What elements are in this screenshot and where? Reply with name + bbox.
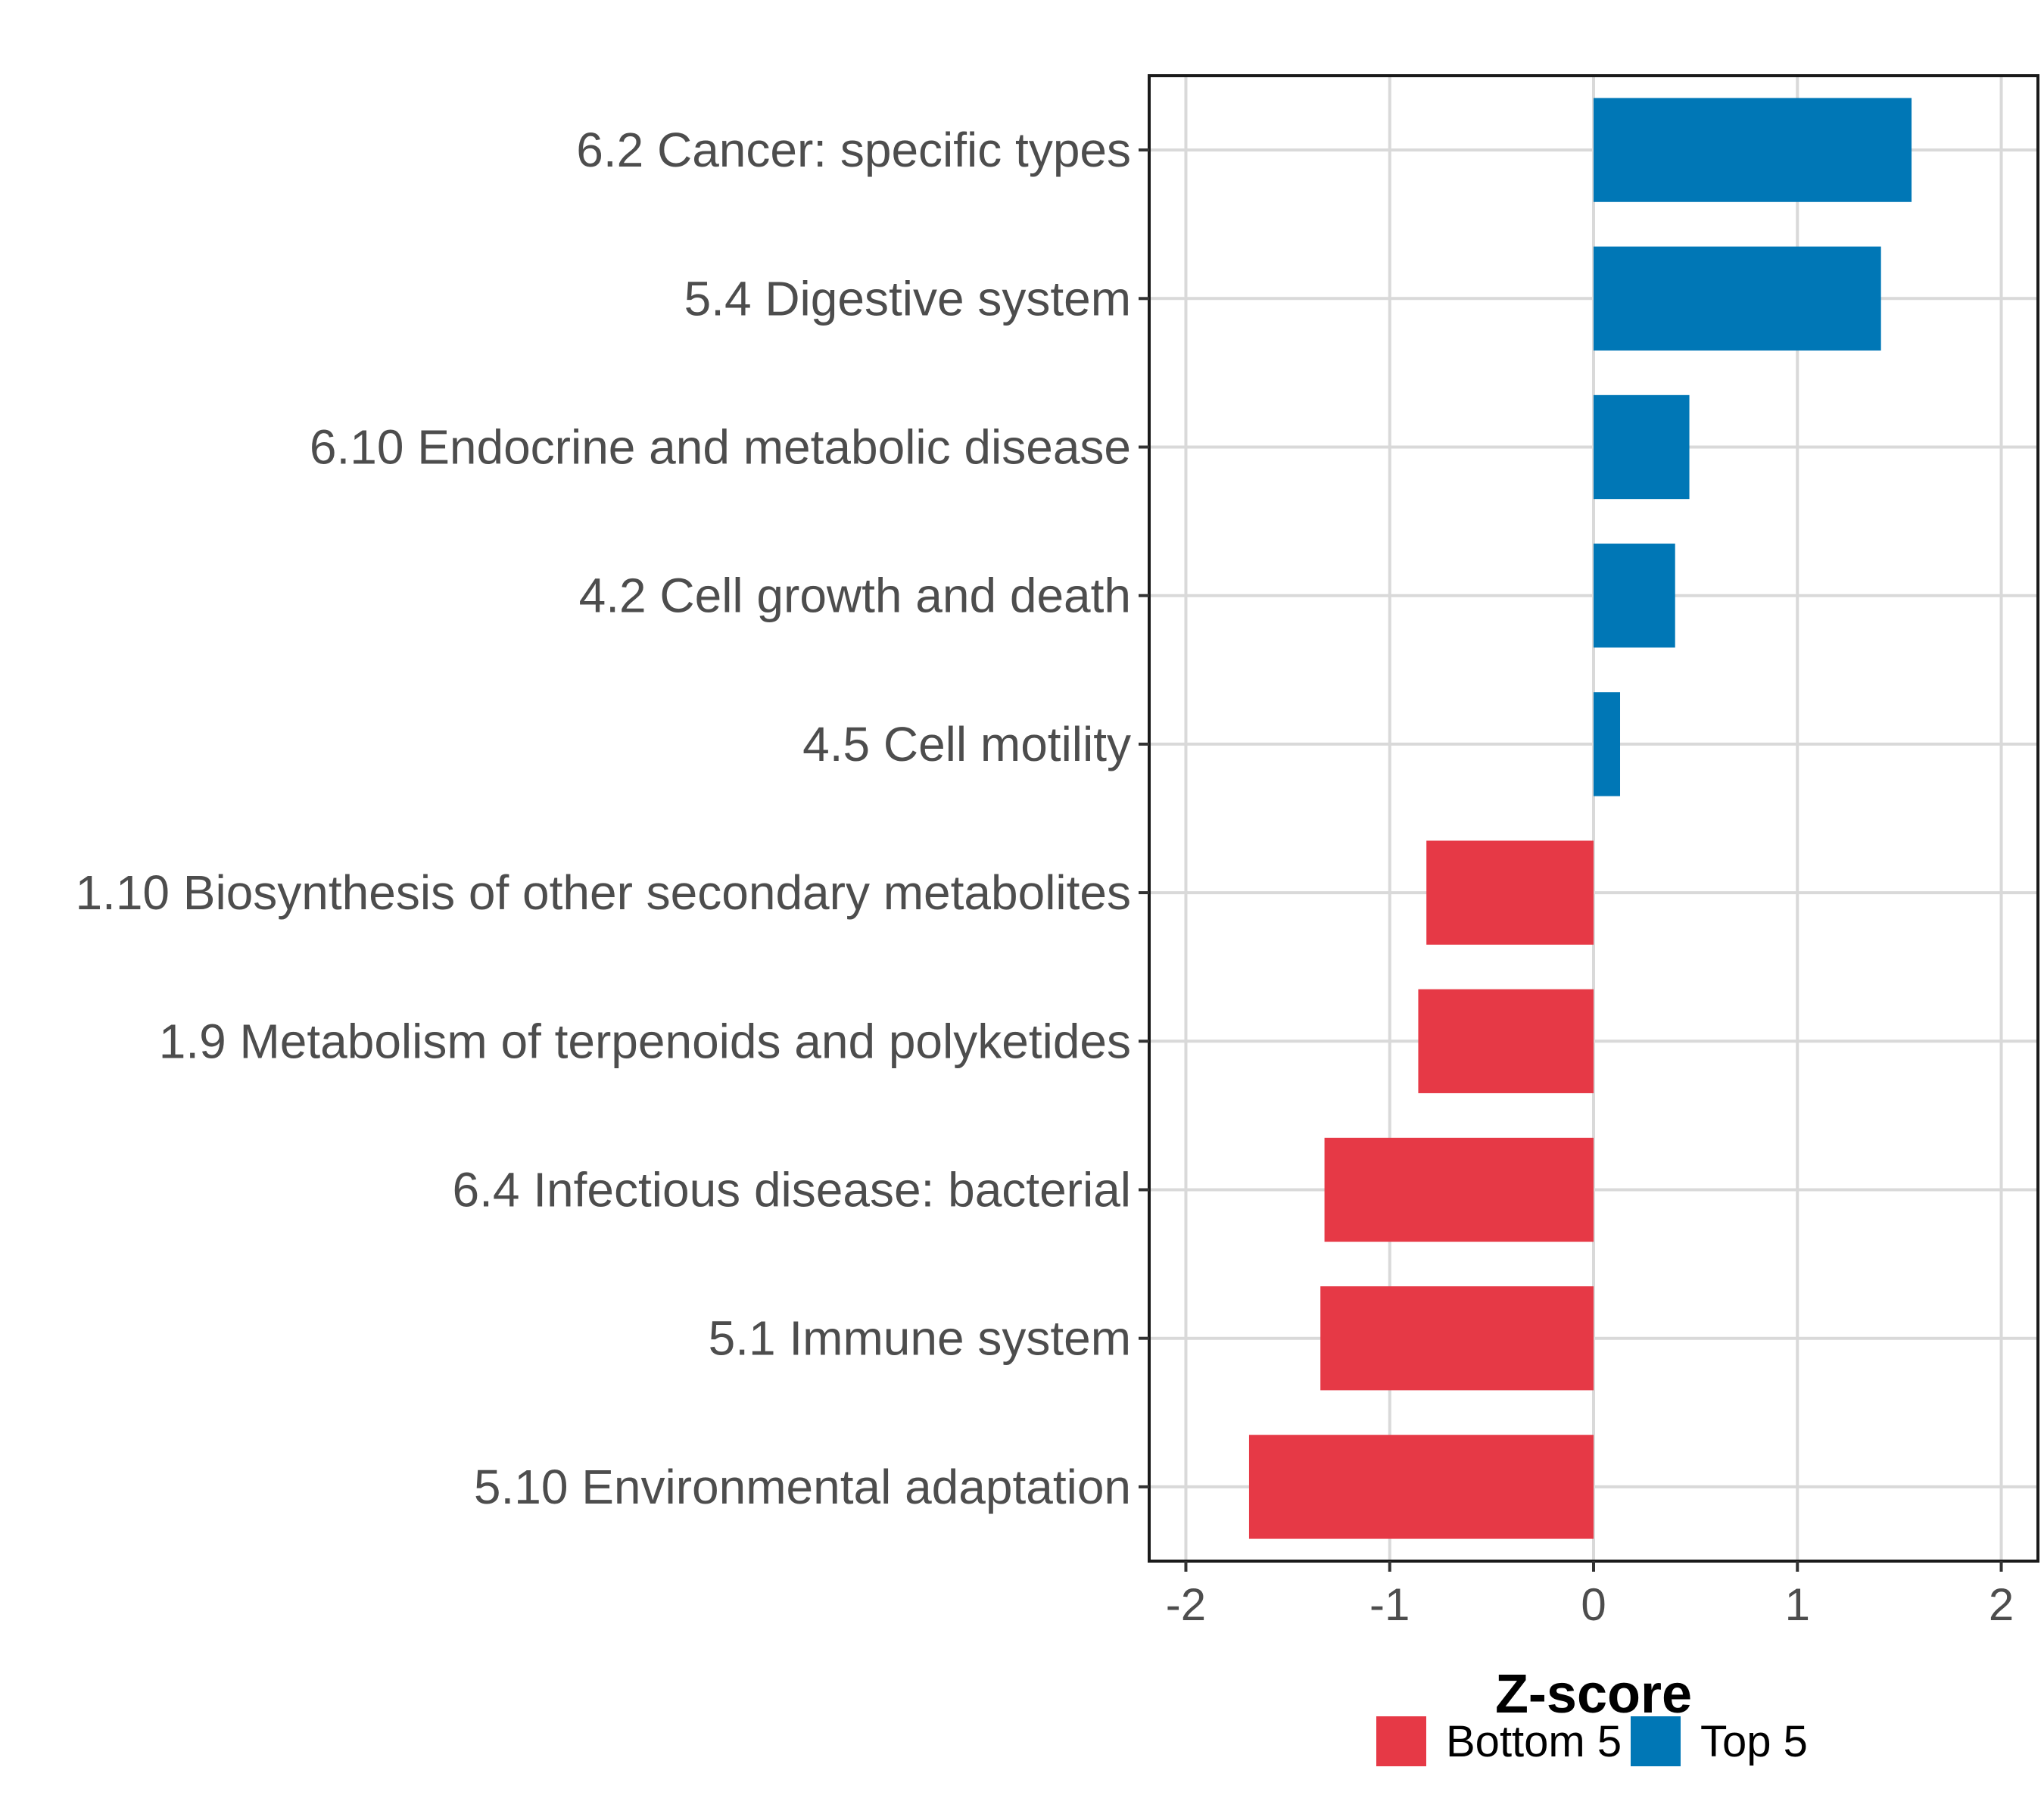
y-tick-label: 5.1 Immune system [709, 1311, 1131, 1366]
bars [1248, 98, 1912, 1539]
bar-bottom [1418, 989, 1594, 1093]
bar-top [1594, 246, 1881, 351]
legend: Bottom 5 Top 5 [1376, 1716, 1808, 1766]
bar-top [1594, 544, 1675, 648]
y-tick-label: 4.2 Cell growth and death [579, 569, 1131, 623]
x-tick-label: -1 [1369, 1579, 1410, 1630]
y-tick-label: 1.10 Biosynthesis of other secondary met… [75, 865, 1131, 920]
bar-bottom [1324, 1137, 1594, 1242]
legend-swatch [1376, 1716, 1426, 1766]
x-tick-label: 1 [1785, 1579, 1810, 1630]
legend-label: Bottom 5 [1446, 1717, 1622, 1766]
x-axis: -2 -1 0 1 2 [1166, 1561, 2014, 1630]
y-tick-label: 1.9 Metabolism of terpenoids and polyket… [159, 1014, 1131, 1068]
y-tick-label: 4.5 Cell motility [802, 717, 1131, 771]
bar-bottom [1248, 1435, 1594, 1539]
x-tick-label: 0 [1581, 1579, 1606, 1630]
y-tick-label: 6.2 Cancer: specific types [576, 123, 1131, 177]
x-tick-label: -2 [1166, 1579, 1206, 1630]
bar-bottom [1320, 1286, 1594, 1391]
bar-top [1594, 692, 1621, 796]
y-tick-label: 5.4 Digestive system [684, 271, 1131, 326]
y-axis: 6.2 Cancer: specific types 5.4 Digestive … [75, 123, 1149, 1514]
x-tick-label: 2 [1989, 1579, 2014, 1630]
bar-top [1594, 98, 1912, 202]
bar-top [1594, 394, 1690, 500]
legend-swatch [1631, 1716, 1681, 1766]
legend-label: Top 5 [1700, 1717, 1808, 1766]
y-tick-label: 6.4 Infectious disease: bacterial [452, 1163, 1131, 1217]
x-axis-title: Z-score [1495, 1664, 1692, 1725]
y-tick-label: 6.10 Endocrine and metabolic disease [310, 420, 1131, 475]
bar-bottom [1426, 840, 1594, 945]
y-tick-label: 5.10 Environmental adaptation [474, 1460, 1131, 1514]
